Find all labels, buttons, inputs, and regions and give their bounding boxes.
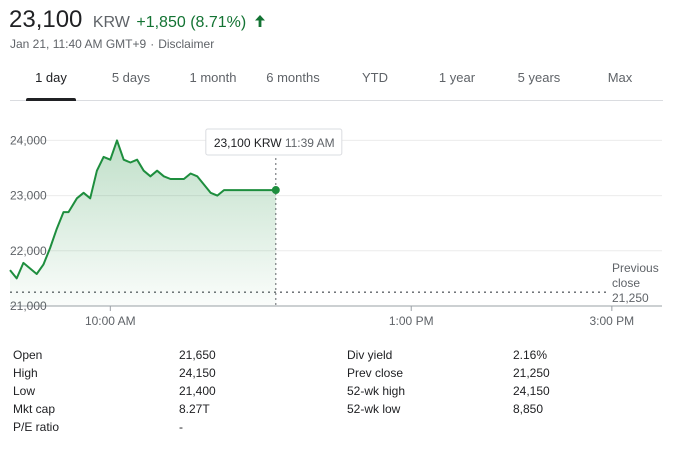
- previous-close-label-line2: close: [612, 276, 640, 290]
- y-tick-label: 24,000: [10, 133, 47, 147]
- quote-timestamp: Jan 21, 11:40 AM GMT+9: [10, 37, 147, 51]
- tab-1-month[interactable]: 1 month: [189, 70, 237, 85]
- stat-label: 52-wk high: [347, 384, 406, 398]
- stat-value: 21,650: [179, 348, 216, 362]
- stat-label: Div yield: [347, 348, 393, 362]
- disclaimer-link[interactable]: Disclaimer: [158, 37, 215, 51]
- stat-value: 2.16%: [513, 348, 548, 362]
- x-tick-label: 1:00 PM: [389, 314, 434, 328]
- current-price: 23,100: [9, 6, 83, 33]
- stat-value: 8.27T: [179, 402, 210, 416]
- stat-label: 52-wk low: [347, 402, 401, 416]
- stat-mkt-cap: Mkt cap 8.27T: [13, 402, 213, 420]
- previous-close-value: 21,250: [612, 291, 649, 305]
- x-axis: 10:00 AM 1:00 PM 3:00 PM: [85, 306, 634, 328]
- stat-pe-ratio: P/E ratio -: [13, 420, 213, 438]
- price-line: [9, 139, 276, 280]
- stat-label: Low: [13, 384, 36, 398]
- stat-value: -: [179, 420, 183, 434]
- arrow-up-icon: [254, 15, 265, 27]
- stat-label: High: [13, 366, 38, 380]
- stat-open: Open 21,650: [13, 348, 216, 366]
- stat-low: Low 21,400: [13, 384, 216, 402]
- stat-value: 21,250: [513, 366, 550, 380]
- tooltip-time: 11:39 AM: [285, 136, 335, 150]
- stat-value: 24,150: [179, 366, 216, 380]
- currency-code: KRW: [92, 14, 130, 31]
- stat-label: P/E ratio: [13, 420, 60, 434]
- x-tick-label: 10:00 AM: [85, 314, 136, 328]
- hover-point: [271, 186, 280, 195]
- range-tabs: 1 day 5 days 1 month 6 months YTD 1 year…: [10, 62, 663, 101]
- tab-ytd[interactable]: YTD: [362, 70, 388, 85]
- stat-value: 21,400: [179, 384, 216, 398]
- stat-prev-close: Prev close 21,250: [347, 366, 567, 384]
- tab-6-months[interactable]: 6 months: [266, 70, 320, 85]
- previous-close-label-line1: Previous: [612, 261, 659, 275]
- price-chart[interactable]: 24,000 23,000 22,000 21,000 10:00 AM 1:0…: [0, 100, 695, 340]
- price-tooltip: 23,100 KRW 11:39 AM: [205, 128, 343, 156]
- stat-value: 24,150: [513, 384, 550, 398]
- previous-close-label: Previous close 21,250: [612, 261, 659, 305]
- y-tick-label: 23,000: [10, 189, 47, 203]
- stat-52wk-high: 52-wk high 24,150: [347, 384, 567, 402]
- stat-label: Mkt cap: [13, 402, 56, 416]
- stat-div-yield: Div yield 2.16%: [347, 348, 567, 366]
- tab-5-years[interactable]: 5 years: [517, 70, 561, 85]
- stat-52wk-low: 52-wk low 8,850: [347, 402, 567, 420]
- tab-1-day[interactable]: 1 day: [26, 62, 76, 101]
- stat-label: Open: [13, 348, 43, 362]
- y-tick-label: 22,000: [10, 244, 47, 258]
- price-area-fill: [10, 140, 276, 306]
- quote-subline: Jan 21, 11:40 AM GMT+9 · Disclaimer: [10, 37, 214, 51]
- stat-value: 8,850: [513, 402, 544, 416]
- price-change: +1,850 (8.71%): [136, 14, 247, 31]
- separator-dot: ·: [150, 37, 155, 51]
- stat-label: Prev close: [347, 366, 404, 380]
- tooltip-price: 23,100 KRW: [214, 136, 282, 150]
- tab-1-year[interactable]: 1 year: [438, 70, 476, 85]
- quote-header: 23,100 KRW +1,850 (8.71%): [9, 6, 266, 34]
- x-tick-label: 3:00 PM: [589, 314, 634, 328]
- tooltip-box: [205, 128, 343, 156]
- stat-high: High 24,150: [13, 366, 216, 384]
- tab-5-days[interactable]: 5 days: [111, 70, 151, 85]
- tab-max[interactable]: Max: [607, 70, 633, 85]
